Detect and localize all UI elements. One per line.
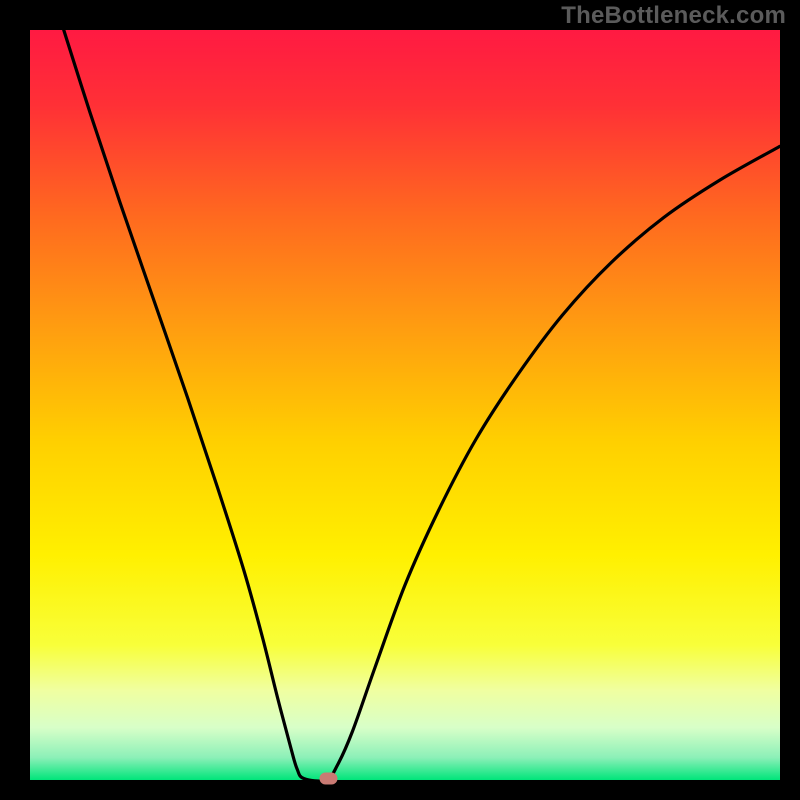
optimum-marker: [320, 773, 338, 785]
bottleneck-chart: [0, 0, 800, 800]
chart-frame: TheBottleneck.com: [0, 0, 800, 800]
watermark-text: TheBottleneck.com: [561, 2, 786, 30]
plot-area: [30, 30, 780, 780]
